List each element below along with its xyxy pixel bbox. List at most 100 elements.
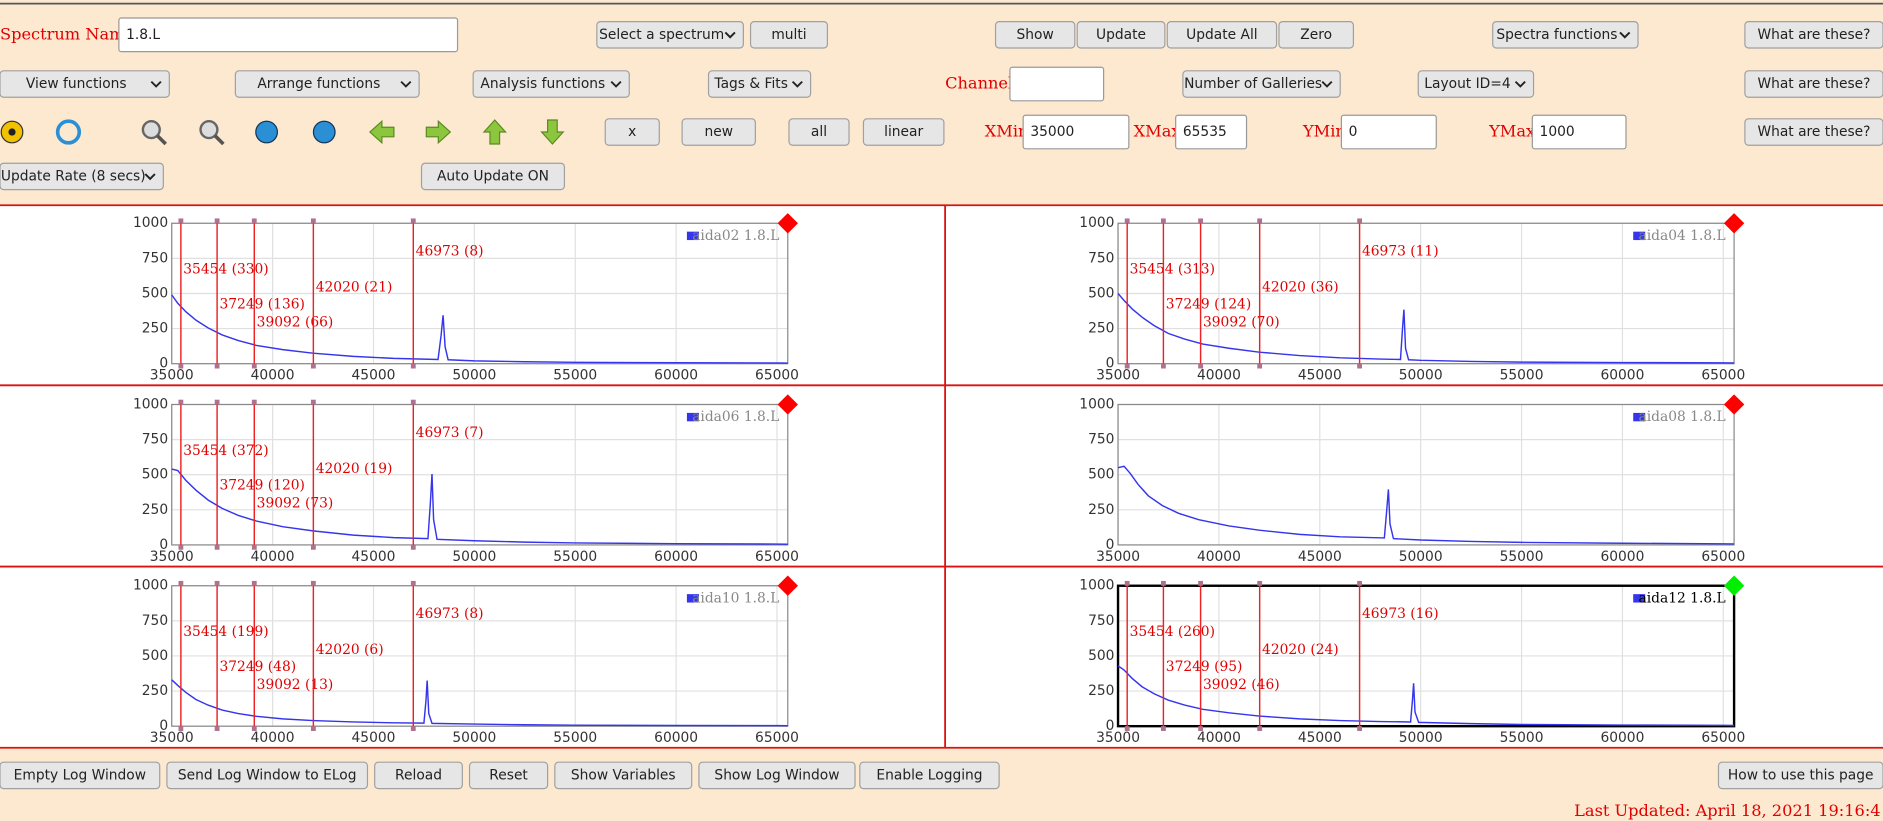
button[interactable] bbox=[994, 21, 1076, 49]
x-tick-label: 65000 bbox=[755, 730, 799, 746]
dropdown[interactable] bbox=[596, 21, 744, 49]
icon-down-circle[interactable] bbox=[255, 120, 279, 144]
field-label: XMax bbox=[1134, 122, 1181, 141]
button-text: new bbox=[704, 124, 733, 140]
marker-label: 37249 (95) bbox=[1166, 659, 1243, 675]
y-tick-label: 500 bbox=[1088, 467, 1114, 483]
button-text: How to use this page bbox=[1728, 767, 1874, 783]
legend-label: aida04 1.8.L bbox=[1639, 228, 1726, 244]
button[interactable] bbox=[0, 761, 161, 790]
dropdown[interactable] bbox=[0, 70, 170, 98]
x-tick-label: 45000 bbox=[352, 549, 396, 565]
marker-handle bbox=[1161, 218, 1166, 224]
marker-label: 39092 (46) bbox=[1203, 677, 1280, 693]
button[interactable] bbox=[698, 761, 856, 790]
text-input[interactable] bbox=[118, 17, 459, 53]
text-input[interactable] bbox=[1340, 114, 1437, 150]
icon-refresh[interactable] bbox=[55, 119, 82, 145]
legend-label: aida06 1.8.L bbox=[692, 409, 779, 425]
dropdown-text: Spectra functions bbox=[1496, 27, 1617, 43]
plot-border bbox=[171, 222, 789, 365]
button-text: Auto Update ON bbox=[437, 168, 549, 184]
icon-up-circle[interactable] bbox=[312, 120, 336, 144]
button[interactable] bbox=[554, 761, 693, 790]
button[interactable] bbox=[374, 761, 463, 790]
button[interactable] bbox=[1278, 21, 1355, 49]
icon-up[interactable] bbox=[482, 119, 507, 145]
button-text: What are these? bbox=[1757, 27, 1870, 43]
dropdown[interactable] bbox=[0, 162, 164, 191]
button[interactable] bbox=[1717, 761, 1883, 790]
button[interactable] bbox=[166, 761, 369, 790]
field-label: Spectrum Name: bbox=[0, 24, 140, 43]
x-tick-label: 55000 bbox=[1500, 368, 1544, 384]
button[interactable] bbox=[420, 162, 566, 191]
marker-handle bbox=[251, 218, 257, 224]
marker-label: 37249 (124) bbox=[1166, 296, 1251, 312]
marker-handle bbox=[1357, 363, 1362, 369]
text-input[interactable] bbox=[1531, 114, 1627, 150]
button-text: x bbox=[628, 124, 636, 140]
button[interactable] bbox=[862, 118, 945, 146]
button[interactable] bbox=[468, 761, 549, 790]
dropdown-chevron bbox=[150, 80, 162, 88]
icon-right[interactable] bbox=[425, 119, 452, 145]
button-text: Update All bbox=[1186, 27, 1257, 43]
y-tick-label: 0 bbox=[159, 537, 168, 553]
legend-label: aida12 1.8.L bbox=[1639, 590, 1726, 606]
button[interactable] bbox=[604, 118, 660, 146]
dropdown[interactable] bbox=[1492, 21, 1639, 49]
text-input[interactable] bbox=[1175, 114, 1248, 150]
marker-label: 46973 (7) bbox=[416, 425, 484, 441]
icon-zoom-in[interactable] bbox=[141, 120, 161, 140]
dropdown[interactable] bbox=[1417, 70, 1535, 98]
x-tick-label: 50000 bbox=[1399, 549, 1443, 565]
x-tick-label: 65000 bbox=[755, 368, 799, 384]
dropdown[interactable] bbox=[707, 70, 812, 98]
spectrum-chart: 0 250 500 750 1000 35000 40000 45000 50000 55000 6… bbox=[1079, 213, 1745, 384]
x-tick-label: 45000 bbox=[1298, 368, 1342, 384]
button[interactable] bbox=[681, 118, 756, 146]
button[interactable] bbox=[749, 21, 829, 49]
button-text: Reset bbox=[489, 767, 528, 783]
marker-handle bbox=[214, 399, 220, 405]
button[interactable] bbox=[1076, 21, 1166, 49]
button[interactable] bbox=[1744, 21, 1883, 49]
icon-zoom-in-handle bbox=[156, 134, 167, 146]
marker-handle bbox=[214, 544, 220, 550]
x-tick-label: 45000 bbox=[352, 368, 396, 384]
field-label: YMin bbox=[1302, 122, 1346, 141]
marker-label: 42020 (36) bbox=[1262, 280, 1339, 296]
button[interactable] bbox=[1744, 70, 1883, 98]
dropdown[interactable] bbox=[234, 70, 420, 98]
marker-label: 35454 (260) bbox=[1130, 624, 1215, 640]
x-tick-label: 55000 bbox=[553, 549, 597, 565]
icon-down[interactable] bbox=[540, 119, 565, 145]
y-tick-label: 500 bbox=[1088, 648, 1114, 664]
legend-swatch bbox=[1633, 412, 1646, 422]
x-tick-label: 65000 bbox=[755, 549, 799, 565]
dropdown[interactable] bbox=[1182, 70, 1341, 98]
text-input[interactable] bbox=[1022, 114, 1130, 150]
x-tick-label: 55000 bbox=[553, 730, 597, 746]
button-text: multi bbox=[771, 27, 806, 43]
legend-label: aida08 1.8.L bbox=[1639, 409, 1726, 425]
button[interactable] bbox=[788, 118, 850, 146]
y-tick-label: 0 bbox=[1106, 356, 1115, 372]
dropdown-text: Update Rate (8 secs) bbox=[1, 168, 146, 184]
button-text: What are these? bbox=[1757, 124, 1870, 140]
x-tick-label: 50000 bbox=[452, 368, 496, 384]
marker-handle bbox=[178, 399, 184, 405]
text-input[interactable] bbox=[1009, 66, 1105, 102]
icon-left[interactable] bbox=[368, 119, 395, 145]
button[interactable] bbox=[859, 761, 1000, 790]
dropdown[interactable] bbox=[472, 70, 630, 98]
marker-label: 35454 (372) bbox=[183, 443, 268, 459]
y-tick-label: 500 bbox=[142, 467, 168, 483]
button[interactable] bbox=[1744, 118, 1883, 146]
dropdown-chevron bbox=[610, 80, 622, 88]
icon-zoom-out[interactable] bbox=[199, 120, 219, 140]
button[interactable] bbox=[1166, 21, 1278, 49]
y-tick-label: 0 bbox=[1106, 537, 1115, 553]
